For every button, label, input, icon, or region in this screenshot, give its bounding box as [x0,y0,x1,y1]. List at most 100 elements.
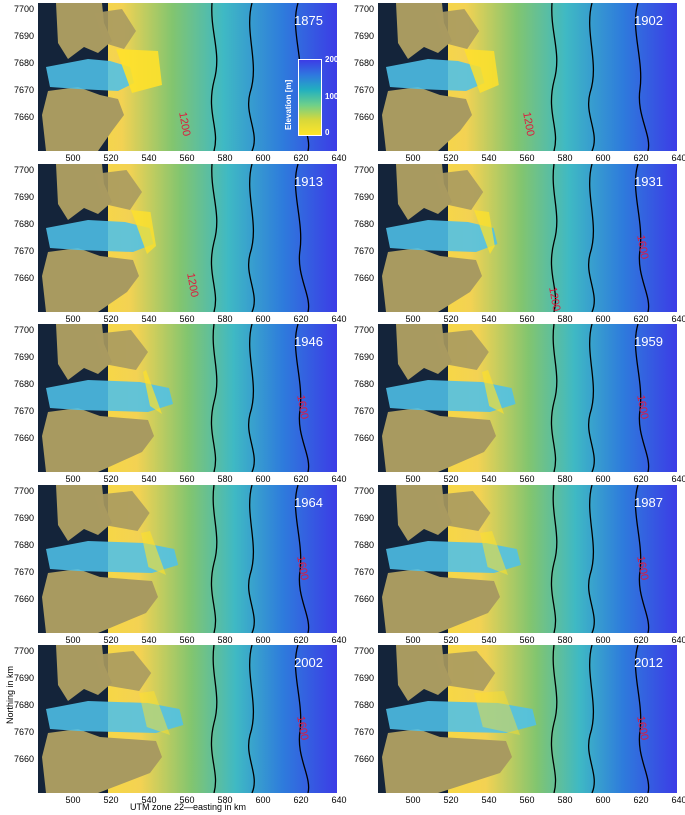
x-tick-label: 520 [103,795,119,805]
panel-year-label: 1902 [634,13,663,28]
x-tick-label: 540 [481,314,497,324]
y-tick-label: 7680 [13,379,34,389]
x-tick-label: 540 [481,474,497,484]
x-tick-label: 500 [405,635,421,645]
x-tick-label: 560 [519,474,535,484]
x-tick-label: 600 [595,635,611,645]
x-tick-label: 620 [293,314,309,324]
y-tick-label: 7700 [13,165,34,175]
x-tick-label: 500 [65,795,81,805]
x-tick-label: 640 [331,153,347,163]
y-tick-label: 7670 [13,567,34,577]
y-tick-label: 7700 [353,646,374,656]
x-tick-label: 600 [595,314,611,324]
y-tick-label: 7690 [353,31,374,41]
x-tick-label: 640 [671,314,685,324]
x-tick-label: 640 [671,474,685,484]
map-panel-image [378,324,677,472]
x-tick-label: 540 [141,314,157,324]
x-tick-label: 600 [255,635,271,645]
y-tick-label: 7670 [13,85,34,95]
x-tick-label: 580 [217,474,233,484]
panel-year-label: 1964 [294,495,323,510]
y-tick-label: 7670 [353,246,374,256]
y-tick-label: 7680 [13,540,34,550]
x-tick-label: 600 [595,153,611,163]
map-panel-image [38,485,337,633]
map-panel-2012: 2012 1600 [378,645,677,793]
x-tick-label: 500 [65,314,81,324]
panel-year-label: 1875 [294,13,323,28]
y-tick-label: 7690 [13,192,34,202]
x-tick-label: 620 [293,153,309,163]
x-tick-label: 580 [557,635,573,645]
map-panel-image [378,3,677,151]
x-tick-label: 520 [443,153,459,163]
x-tick-label: 600 [255,314,271,324]
map-panel-1875: 1875 1200 [38,3,337,151]
x-tick-label: 580 [557,474,573,484]
x-tick-label: 520 [443,795,459,805]
x-tick-label: 640 [671,153,685,163]
map-panel-2002: 2002 1600 [38,645,337,793]
x-tick-label: 640 [331,314,347,324]
x-tick-label: 560 [519,795,535,805]
y-tick-label: 7700 [353,325,374,335]
y-tick-label: 7680 [353,219,374,229]
x-tick-label: 520 [103,153,119,163]
colorbar-tick-bottom: 0 [325,128,330,137]
x-tick-label: 500 [405,153,421,163]
x-axis-label: UTM zone 22—easting in km [130,802,247,812]
y-tick-label: 7670 [13,246,34,256]
x-tick-label: 620 [633,314,649,324]
y-tick-label: 7690 [353,192,374,202]
x-tick-label: 640 [671,795,685,805]
panel-year-label: 1987 [634,495,663,510]
x-tick-label: 560 [179,314,195,324]
x-tick-label: 620 [293,474,309,484]
x-tick-label: 540 [141,474,157,484]
x-tick-label: 580 [217,635,233,645]
panel-year-label: 1959 [634,334,663,349]
x-tick-label: 600 [595,474,611,484]
y-tick-label: 7680 [353,379,374,389]
elevation-colorbar [298,59,322,136]
x-tick-label: 540 [481,795,497,805]
y-tick-label: 7690 [353,513,374,523]
x-tick-label: 540 [141,795,157,805]
panel-year-label: 1913 [294,174,323,189]
y-tick-label: 7660 [353,112,374,122]
x-tick-label: 600 [255,153,271,163]
y-tick-label: 7690 [13,513,34,523]
y-tick-label: 7660 [353,594,374,604]
map-panel-image [38,164,337,312]
x-tick-label: 560 [519,635,535,645]
map-panel-1959: 1959 1600 [378,324,677,472]
y-tick-label: 7700 [13,325,34,335]
x-tick-label: 500 [65,635,81,645]
x-tick-label: 600 [595,795,611,805]
map-panel-1931: 1931 1600 1200 [378,164,677,312]
y-tick-label: 7700 [13,646,34,656]
x-tick-label: 620 [633,474,649,484]
x-tick-label: 520 [443,635,459,645]
map-panel-1913: 1913 1200 [38,164,337,312]
y-tick-label: 7660 [13,273,34,283]
map-panel-image [378,485,677,633]
x-tick-label: 600 [255,795,271,805]
x-tick-label: 580 [217,795,233,805]
y-tick-label: 7700 [353,486,374,496]
x-tick-label: 640 [331,635,347,645]
map-panel-image [378,164,677,312]
map-panel-1987: 1987 1600 [378,485,677,633]
y-tick-label: 7670 [353,727,374,737]
x-tick-label: 520 [443,474,459,484]
y-tick-label: 7670 [353,567,374,577]
x-tick-label: 500 [405,474,421,484]
y-tick-label: 7690 [353,673,374,683]
y-tick-label: 7700 [353,4,374,14]
x-tick-label: 620 [633,635,649,645]
map-panel-1964: 1964 1600 [38,485,337,633]
map-panel-image [38,324,337,472]
x-tick-label: 540 [141,635,157,645]
